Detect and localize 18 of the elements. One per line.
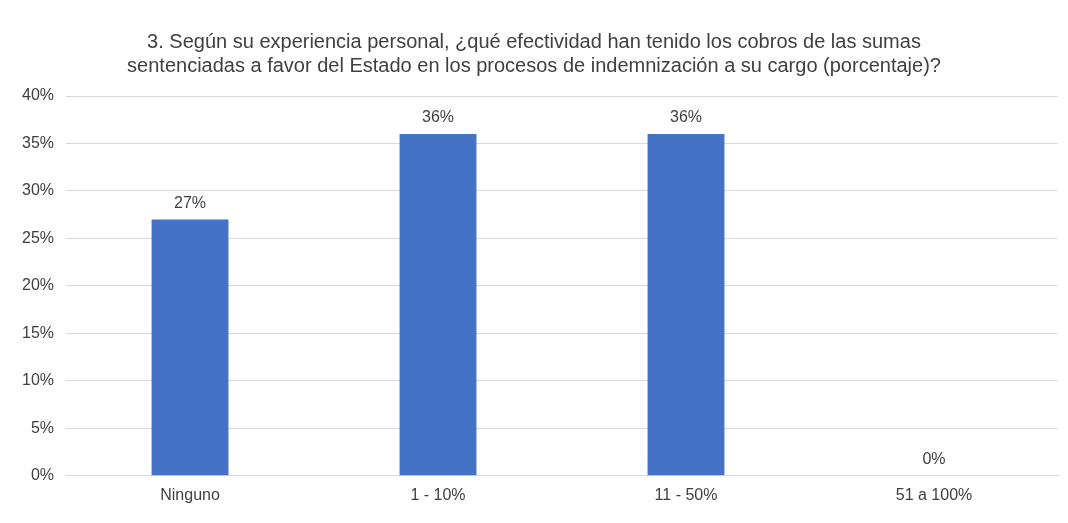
y-tick-label: 35% [21, 133, 55, 151]
y-tick-label: 40% [21, 86, 55, 104]
x-tick-label: 11 - 50% [654, 485, 718, 503]
y-tick-label: 5% [30, 418, 55, 436]
data-label: 36% [422, 108, 455, 126]
y-tick-label: 10% [21, 371, 55, 389]
x-tick-label: 1 - 10% [410, 485, 466, 503]
y-tick-label: 30% [21, 181, 55, 199]
y-tick-label: 25% [21, 228, 55, 246]
y-tick-label: 0% [30, 466, 55, 484]
y-tick-label: 20% [21, 276, 55, 294]
y-tick-label: 15% [21, 323, 55, 341]
x-tick-label: 51 a 100% [895, 485, 973, 503]
chart-title: 3. Según su experiencia personal, ¿qué efectividad han tenido los cobros de las sumas sentenciadas a favor del Estado en los procesos de indemnización a su cargo (porcentaje)? [127, 29, 941, 76]
data-label: 0% [922, 450, 946, 468]
data-label: 36% [669, 108, 703, 126]
x-tick-label: Ninguno [160, 485, 220, 503]
data-label: 27% [174, 193, 207, 211]
